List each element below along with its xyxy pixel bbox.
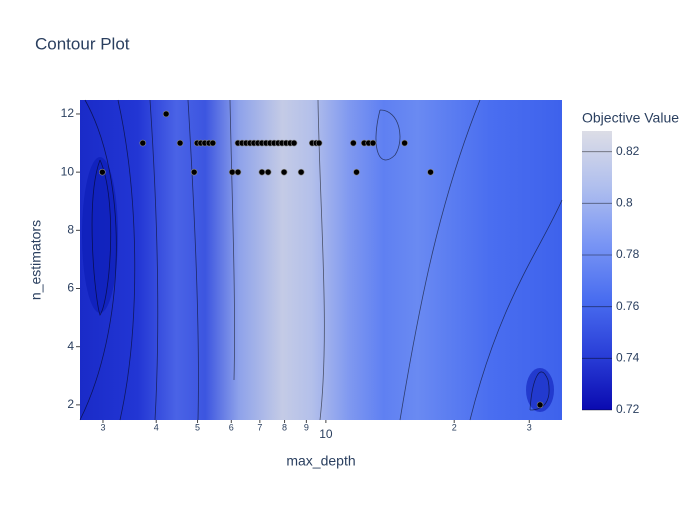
trial-point <box>234 168 242 176</box>
y-tick-label: 4 <box>67 339 74 353</box>
x-tick-label: 8 <box>282 422 287 432</box>
trial-point <box>353 168 360 176</box>
x-tick-label: 7 <box>257 422 262 432</box>
trial-point <box>369 139 377 147</box>
x-tick-label: 10 <box>319 427 333 441</box>
trial-point <box>228 168 236 176</box>
x-tick-label: 3 <box>100 422 105 432</box>
colorbar-tick-label: 0.8 <box>616 196 633 210</box>
colorbar-tick-label: 0.74 <box>616 351 640 365</box>
trial-point <box>280 168 288 176</box>
x-axis-label: max_depth <box>286 453 355 469</box>
trial-point <box>258 168 266 176</box>
y-tick-label: 8 <box>67 222 74 236</box>
x-tick-label: 9 <box>304 422 309 432</box>
trial-point <box>264 168 272 176</box>
x-tick-label: 4 <box>154 422 159 432</box>
x-tick-label: 2 <box>452 422 457 432</box>
x-tick-label: 5 <box>195 422 200 432</box>
trial-point <box>162 110 170 118</box>
y-tick-label: 2 <box>67 397 74 411</box>
trial-point <box>315 139 323 147</box>
colorbar-tick-label: 0.76 <box>616 299 640 313</box>
trial-point <box>350 139 357 147</box>
trial-point <box>176 139 184 147</box>
colorbar-title: Objective Value <box>582 110 679 126</box>
trial-point <box>427 168 434 176</box>
colorbar-tick-label: 0.82 <box>616 144 640 158</box>
colorbar <box>582 131 612 410</box>
colorbar-tick-label: 0.78 <box>616 247 640 261</box>
contour-region <box>82 157 118 313</box>
trial-point <box>401 139 408 147</box>
trial-point <box>209 139 217 147</box>
y-tick-label: 10 <box>61 164 75 178</box>
trial-point <box>297 168 305 176</box>
chart-title: Contour Plot <box>35 34 130 53</box>
trial-point <box>290 139 298 147</box>
trial-point <box>99 168 106 176</box>
x-tick-label: 3 <box>527 422 532 432</box>
x-tick-label: 6 <box>229 422 234 432</box>
y-tick-label: 6 <box>67 281 74 295</box>
contour-field <box>80 100 562 420</box>
trial-point <box>139 139 147 147</box>
colorbar-tick-label: 0.72 <box>616 402 640 416</box>
y-tick-label: 12 <box>61 106 75 120</box>
trial-point <box>190 168 198 176</box>
y-axis-label: n_estimators <box>28 220 44 300</box>
trial-point <box>536 401 544 409</box>
